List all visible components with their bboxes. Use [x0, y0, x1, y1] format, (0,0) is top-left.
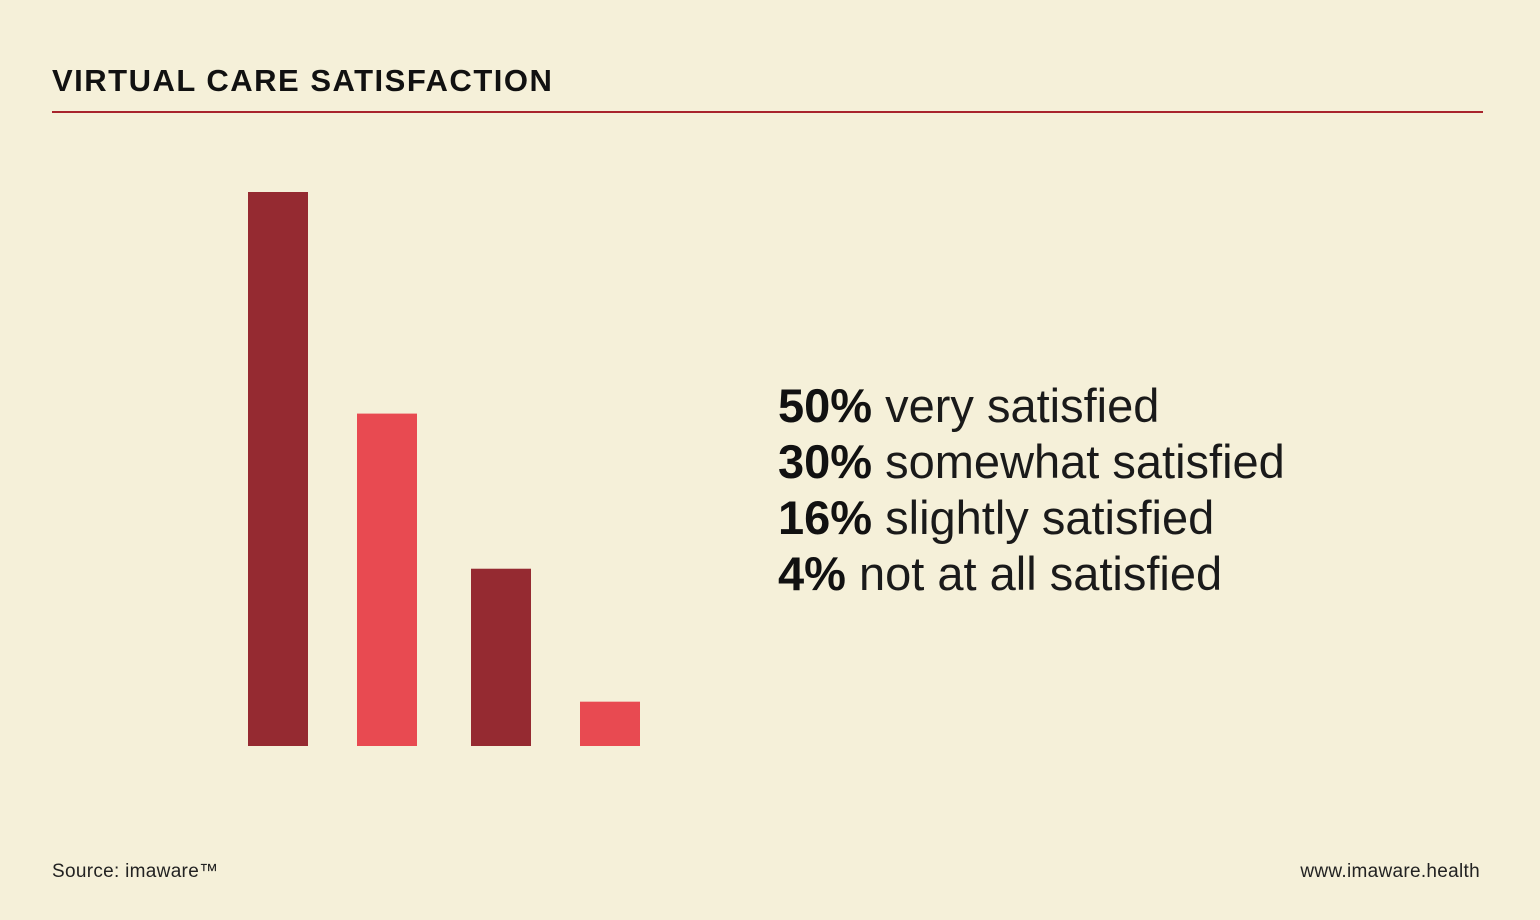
legend-item: 50% very satisfied	[778, 378, 1285, 434]
legend-item: 30% somewhat satisfied	[778, 434, 1285, 490]
legend-item: 4% not at all satisfied	[778, 546, 1285, 602]
bar-slightly-satisfied	[471, 568, 531, 746]
legend-value: 30%	[778, 435, 873, 488]
title-divider	[52, 111, 1483, 113]
legend-label: slightly satisfied	[885, 491, 1215, 544]
website-link[interactable]: www.imaware.health	[1300, 861, 1480, 882]
chart-title: VIRTUAL CARE SATISFACTION	[52, 63, 554, 98]
bar-not-at-all-satisfied	[580, 701, 640, 746]
legend-label: somewhat satisfied	[885, 435, 1285, 488]
source-note: Source: imaware™	[52, 861, 219, 882]
legend-label: very satisfied	[885, 379, 1160, 432]
bar-very-satisfied	[248, 192, 308, 746]
legend-item: 16% slightly satisfied	[778, 490, 1285, 546]
bar-somewhat-satisfied	[357, 413, 417, 746]
legend-value: 16%	[778, 491, 873, 544]
chart-legend: 50% very satisfied 30% somewhat satisfied…	[778, 378, 1285, 602]
legend-value: 4%	[778, 547, 846, 600]
legend-label: not at all satisfied	[859, 547, 1223, 600]
legend-value: 50%	[778, 379, 873, 432]
